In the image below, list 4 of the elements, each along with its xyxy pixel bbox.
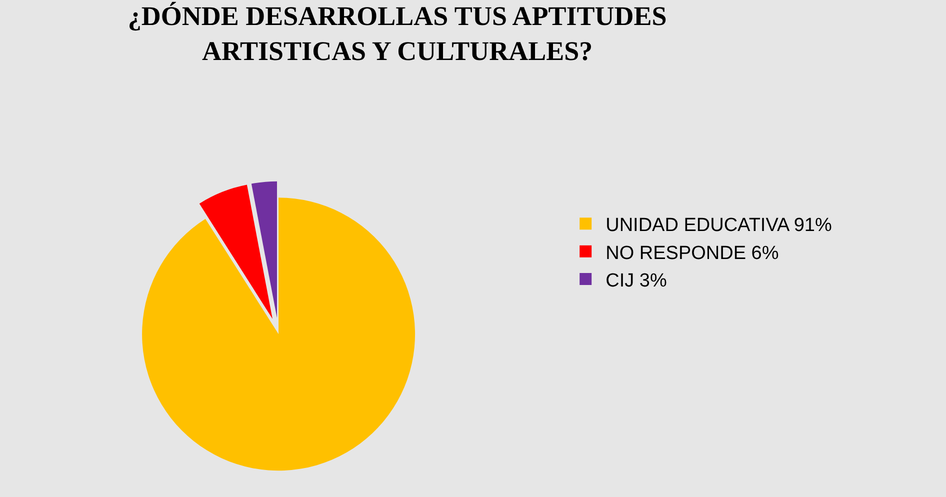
legend-label: UNIDAD EDUCATIVA 91% bbox=[606, 215, 832, 236]
legend-label: NO RESPONDE 6% bbox=[606, 242, 779, 264]
chart-title: ¿DÓNDE DESARROLLAS TUS APTITUDES ARTISTICAS Y CULTURALES? bbox=[128, 0, 667, 66]
legend-label: CIJ 3% bbox=[606, 270, 667, 292]
